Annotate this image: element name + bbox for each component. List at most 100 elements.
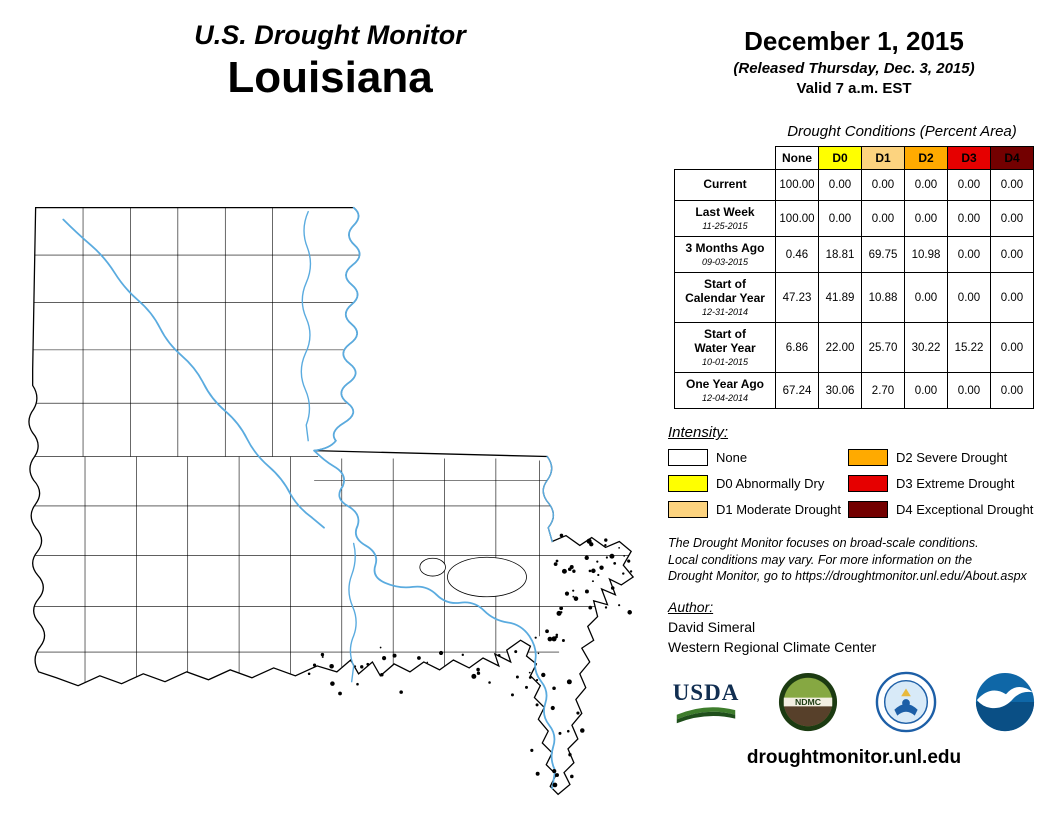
lake-pontchartrain [447,556,527,598]
table-caption: Drought Conditions (Percent Area) [787,123,1017,140]
value-cell: 69.75 [861,236,905,274]
map-container [6,188,646,812]
red-river [62,218,325,529]
legend-swatch [848,449,888,467]
noaa-logo [974,671,1036,733]
value-cell: 100.00 [775,199,819,238]
legend-item: D1 Moderate Drought [668,501,846,519]
drought-conditions-table: None D0 D1 D2 D3 D4 Current 100.00 0.00 0.00 0.00… [674,146,1034,410]
website-url: droughtmonitor.unl.edu [746,747,962,769]
value-cell: 30.06 [818,372,862,410]
row-label: Last Week 11-25-2015 [674,199,776,238]
commerce-seal-logo [875,671,937,733]
disclaimer-line-1: The Drought Monitor focuses on broad-sca… [668,536,979,551]
row-date: 12-04-2014 [701,392,749,403]
legend-item: D0 Abnormally Dry [668,475,846,493]
legend-item: D3 Extreme Drought [848,475,1040,493]
value-cell: 22.00 [818,322,862,374]
value-cell: 0.00 [904,199,948,238]
usda-logo-text: USDA [672,679,740,705]
row-date: 09-03-2015 [701,256,749,267]
value-cell: 67.24 [775,372,819,410]
value-cell: 0.00 [990,236,1034,274]
value-cell: 0.00 [990,272,1034,324]
row-date: 10-01-2015 [701,356,749,367]
ouachita-river [300,210,312,442]
value-cell: 47.23 [775,272,819,324]
column-header-none: None [775,146,819,170]
parish-boundaries [28,207,634,688]
logo-row: USDA NDMC [668,671,1040,733]
usda-logo: USDA [672,681,740,724]
legend-swatch [668,475,708,493]
row-label: One Year Ago 12-04-2014 [674,372,776,410]
table-row: Start of Calendar Year 12-31-2014 47.23 41.… [674,272,1034,324]
valid-time: Valid 7 a.m. EST [796,80,912,97]
table-corner-cell [674,146,776,170]
disclaimer-line-3: Drought Monitor, go to https://droughtmo… [668,568,1027,583]
report-date: December 1, 2015 [744,26,964,56]
value-cell: 0.00 [818,199,862,238]
value-cell: 0.00 [861,199,905,238]
usda-swoosh-icon [676,706,736,723]
column-header-d3: D3 [947,146,991,170]
value-cell: 0.00 [904,272,948,324]
value-cell: 0.00 [904,169,948,201]
legend-item: D2 Severe Drought [848,449,1040,467]
atchafalaya-river [348,542,357,683]
legend-swatch [668,449,708,467]
value-cell: 0.00 [990,322,1034,374]
marsh-speckles [307,533,633,788]
value-cell: 10.98 [904,236,948,274]
legend-item: None [668,449,846,467]
ndmc-seal-icon: NDMC [778,672,837,732]
legend-label: D4 Exceptional Drought [896,502,1034,518]
noaa-seal-icon [975,672,1035,732]
row-label: Start of Calendar Year 12-31-2014 [674,272,776,324]
value-cell: 0.00 [990,372,1034,410]
mississippi-river-lower [313,449,557,790]
column-header-d1: D1 [861,146,905,170]
row-date: 12-31-2014 [701,306,749,317]
report-title: U.S. Drought Monitor [194,20,466,50]
table-row: Start of Water Year 10-01-2015 6.86 22.00 25… [674,322,1034,374]
legend-swatch [668,501,708,519]
legend: None D0 Abnormally Dry D1 Moderate Drought… [668,449,1040,519]
value-cell: 0.00 [947,199,991,238]
legend-label: D0 Abnormally Dry [716,476,825,492]
legend-label: D3 Extreme Drought [896,476,1015,492]
table-row: 3 Months Ago 09-03-2015 0.46 18.81 69.75 10.9… [674,236,1034,274]
legend-label: None [716,450,748,466]
value-cell: 0.00 [947,169,991,201]
value-cell: 0.00 [904,372,948,410]
column-header-d2: D2 [904,146,948,170]
legend-swatch [848,501,888,519]
value-cell: 18.81 [818,236,862,274]
legend-label: D2 Severe Drought [896,450,1008,466]
pearl-river [542,455,555,543]
rivers [62,206,557,790]
table-row: Last Week 11-25-2015 100.00 0.00 0.00 0.00 0.0… [674,199,1034,238]
value-cell: 0.00 [947,236,991,274]
row-label: Current [674,169,776,201]
table-row: One Year Ago 12-04-2014 67.24 30.06 2.70 0.00… [674,372,1034,410]
value-cell: 0.00 [818,169,862,201]
column-header-d0: D0 [818,146,862,170]
table-header-row: None D0 D1 D2 D3 D4 [674,146,1034,170]
value-cell: 0.00 [947,272,991,324]
value-cell: 10.88 [861,272,905,324]
lake-maurepas [419,557,446,577]
value-cell: 0.46 [775,236,819,274]
value-cell: 30.22 [904,322,948,374]
row-label: 3 Months Ago 09-03-2015 [674,236,776,274]
value-cell: 0.00 [861,169,905,201]
disclaimer: The Drought Monitor focuses on broad-sca… [668,535,1040,584]
author-heading: Author: [668,599,714,616]
release-date: (Released Thursday, Dec. 3, 2015) [733,60,975,77]
value-cell: 0.00 [990,199,1034,238]
state-outline [28,207,635,796]
legend-title: Intensity: [668,424,729,442]
value-cell: 15.22 [947,322,991,374]
info-panel: December 1, 2015 (Released Thursday, Dec… [668,26,1040,769]
